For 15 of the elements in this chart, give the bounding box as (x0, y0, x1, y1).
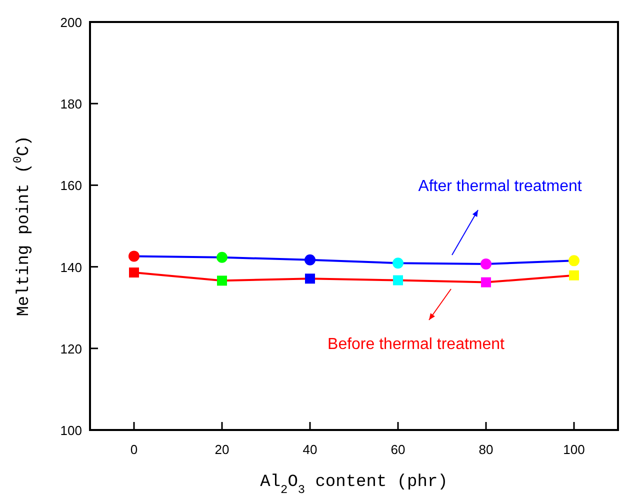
y-tick-label: 200 (60, 15, 82, 30)
x-tick-label: 80 (478, 442, 494, 457)
x-axis-title: Al$_{2}$O$_{3}$ content (phr) (260, 473, 448, 497)
x-tick-label: 0 (130, 442, 138, 457)
x-tick-label: 60 (390, 442, 406, 457)
annotation: After thermal treatment (418, 178, 582, 195)
y-tick-label: 140 (60, 260, 82, 275)
y-tick-label: 180 (60, 96, 82, 112)
x-tick-label: 100 (563, 442, 585, 457)
y-tick-label: 100 (60, 423, 82, 438)
y-tick-label: 160 (60, 178, 82, 194)
x-tick-label: 40 (302, 442, 318, 457)
y-tick-label: 120 (60, 341, 82, 356)
annotation: Before thermal treatment (328, 336, 506, 353)
x-tick-label: 20 (214, 442, 230, 457)
